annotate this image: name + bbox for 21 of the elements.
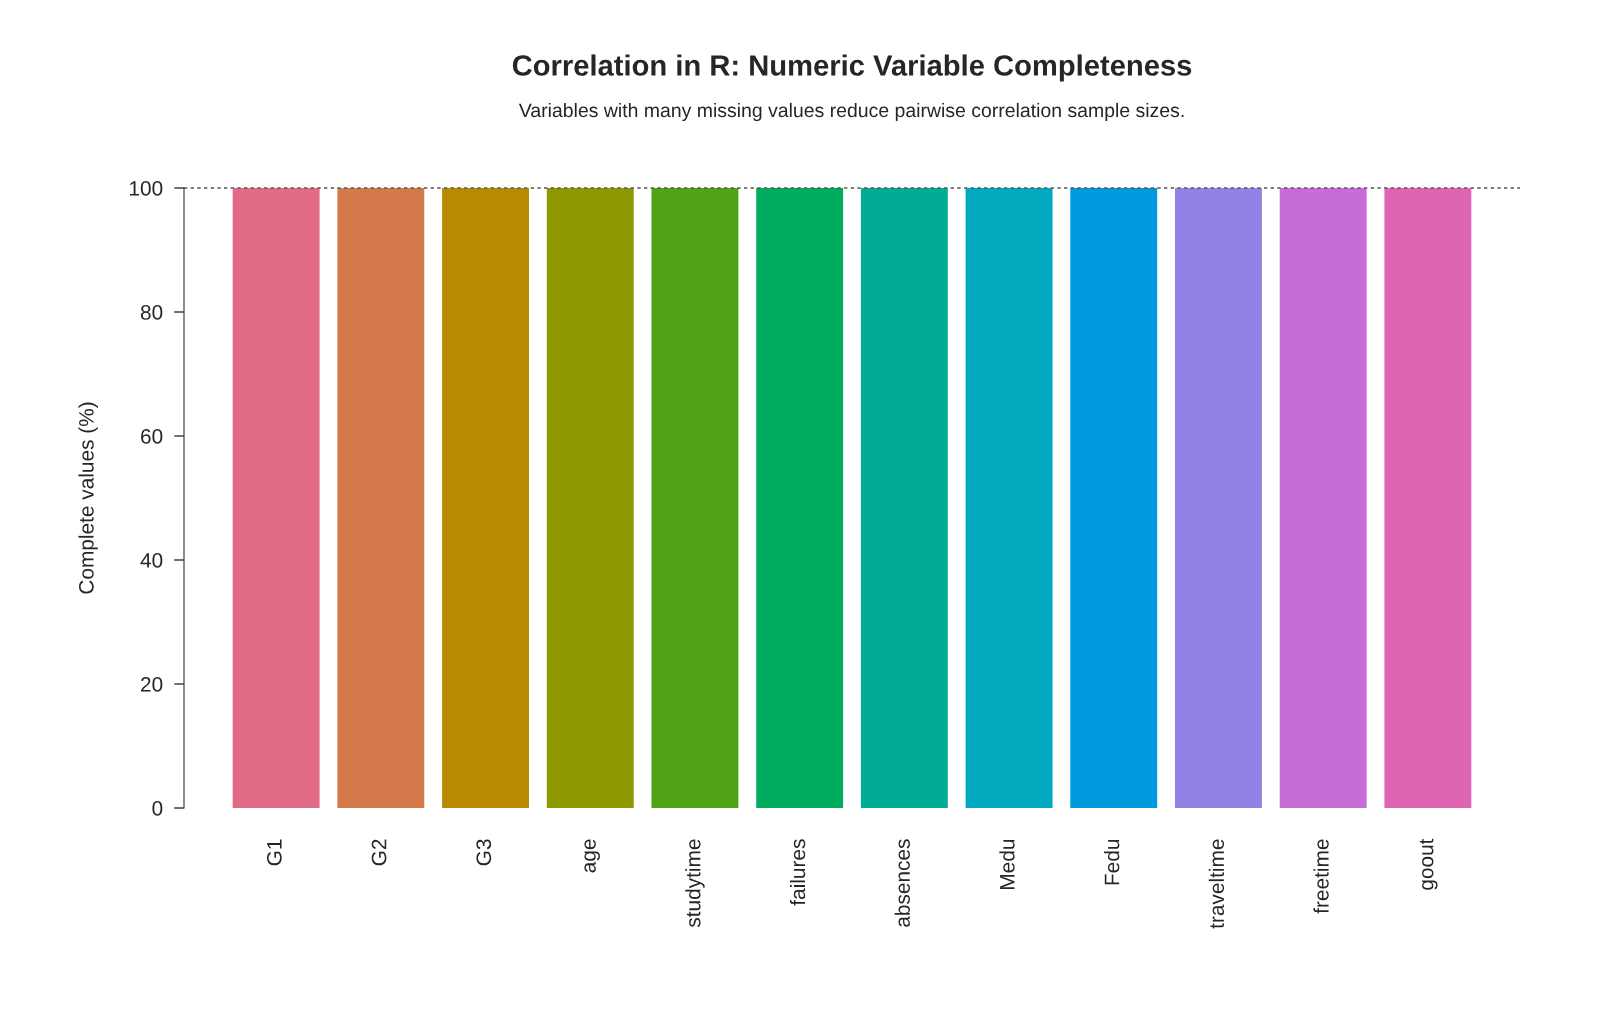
chart-title: Correlation in R: Numeric Variable Completeness: [512, 54, 1192, 82]
x-tick-label: studytime: [685, 839, 705, 928]
y-tick-label: 80: [140, 305, 163, 320]
x-tick-label: G2: [371, 839, 387, 866]
x-tick-label: absences: [894, 839, 910, 927]
x-tick-label: Fedu: [1104, 839, 1120, 885]
y-tick-label: 0: [152, 801, 163, 816]
x-tick-label: G3: [476, 839, 492, 866]
chart-subtitle: Variables with many missing values reduce pairwise correlation sample sizes.: [518, 102, 1184, 122]
x-tick-label: traveltime: [1208, 839, 1225, 929]
x-tick-label: goout: [1419, 838, 1438, 890]
y-tick-label: 40: [140, 553, 163, 568]
y-axis-title: Complete values (%): [78, 402, 98, 594]
x-tick-label: age: [584, 839, 600, 873]
x-tick-label: freetime: [1313, 839, 1329, 914]
x-tick-label: Medu: [999, 839, 1015, 889]
x-tick-label: G1: [266, 839, 282, 866]
y-tick-label: 20: [141, 677, 163, 692]
y-tick-label: 100: [130, 181, 163, 196]
x-tick-label: failures: [789, 839, 806, 906]
y-tick-label: 60: [141, 429, 163, 444]
